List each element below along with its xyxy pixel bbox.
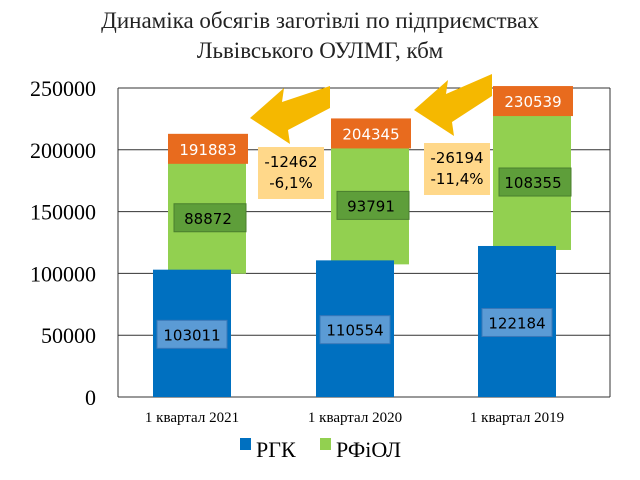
value-label-rfiol: 88872 [184, 210, 232, 228]
y-tick-label: 50000 [41, 323, 96, 348]
total-label-box [168, 133, 248, 164]
y-tick-label: 150000 [30, 200, 96, 225]
change-abs: -26194 [430, 149, 483, 167]
value-label-box [498, 167, 572, 197]
chart-title: Динаміка обсягів заготівлі по підприємст… [0, 6, 640, 66]
y-tick-label: 250000 [30, 76, 96, 101]
value-label-box [336, 190, 410, 220]
total-label-box [331, 118, 411, 149]
value-label-rfiol: 108355 [504, 174, 561, 192]
total-label: 230539 [504, 93, 561, 111]
value-label-rgk: 122184 [488, 314, 545, 332]
value-label-box [173, 203, 247, 233]
change-abs: -12462 [264, 153, 317, 171]
legend-label-rfiol: РФіОЛ [336, 437, 401, 462]
change-box [424, 143, 490, 195]
value-label-rfiol: 93791 [347, 197, 395, 215]
title-line-2: Львівського ОУЛМГ, кбм [196, 38, 444, 63]
x-tick-label: 1 квартал 2019 [470, 410, 564, 426]
value-label-box [481, 307, 553, 337]
total-label: 204345 [342, 125, 399, 143]
left-arrow-icon [250, 86, 330, 144]
y-tick-label: 100000 [30, 261, 96, 286]
value-label-box [156, 319, 228, 349]
change-box [258, 147, 324, 199]
legend-swatch-rfiol [320, 438, 331, 450]
change-pct: -6,1% [269, 174, 313, 192]
x-tick-label: 1 квартал 2021 [145, 410, 239, 426]
value-label-rgk: 110554 [326, 322, 383, 340]
title-line-1: Динаміка обсягів заготівлі по підприємст… [101, 8, 539, 33]
y-tick-label: 200000 [30, 138, 96, 163]
change-pct: -11,4% [430, 170, 483, 188]
legend-swatch-rgk [240, 438, 251, 450]
x-tick-label: 1 квартал 2020 [308, 410, 402, 426]
total-label-box [493, 86, 573, 117]
total-label: 191883 [179, 141, 236, 159]
legend-label-rgk: РГК [256, 437, 296, 462]
y-tick-label: 0 [85, 385, 96, 410]
value-label-rgk: 103011 [163, 326, 220, 344]
value-label-box [319, 315, 391, 345]
left-arrow-icon [414, 74, 492, 136]
